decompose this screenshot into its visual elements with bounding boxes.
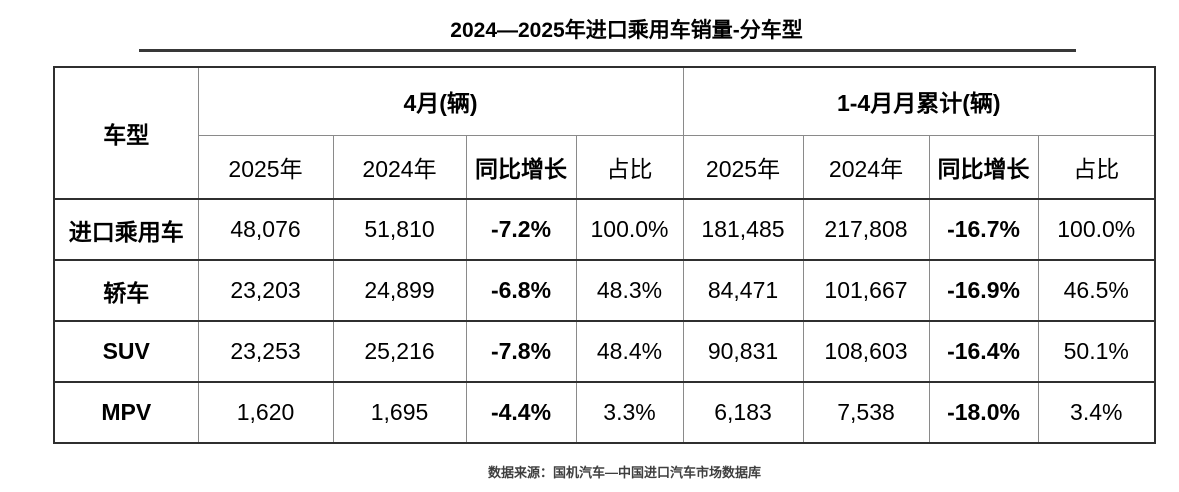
table-cell-yoy: -16.9% [928,259,1039,322]
title-underline [139,49,1076,52]
table-cell-yoy: -18.0% [928,381,1039,444]
table-cell: 100.0% [1037,198,1156,261]
column-group-april: 4月(辆) [197,66,684,136]
table-cell: 50.1% [1037,320,1156,383]
table-cell-yoy: -16.4% [928,320,1039,383]
table-cell: 181,485 [682,198,804,261]
column-group-cumulative: 1-4月月累计(辆) [682,66,1156,136]
row-label: 轿车 [53,259,199,322]
table-cell: 108,603 [802,320,930,383]
table-cell: 51,810 [332,198,467,261]
row-label: MPV [53,381,199,444]
table-cell: 23,253 [197,320,334,383]
column-header-april-share: 占比 [575,134,684,200]
table-cell: 1,695 [332,381,467,444]
table-row-suv: SUV 23,253 25,216 -7.8% 48.4% 90,831 108… [53,320,1156,383]
row-label: SUV [53,320,199,383]
column-header-april-yoy: 同比增长 [465,134,577,200]
table-cell: 48,076 [197,198,334,261]
column-header-april-2025: 2025年 [197,134,334,200]
table-cell: 48.4% [575,320,684,383]
table-cell: 84,471 [682,259,804,322]
table-cell-yoy: -7.8% [465,320,577,383]
table-cell: 48.3% [575,259,684,322]
table-cell: 90,831 [682,320,804,383]
column-header-vehicle-type: 车型 [53,66,199,200]
column-header-cumulative-share: 占比 [1037,134,1156,200]
column-header-cumulative-yoy: 同比增长 [928,134,1039,200]
table-cell: 25,216 [332,320,467,383]
data-source-note: 数据来源：国机汽车—中国进口汽车市场数据库 [487,465,761,480]
column-header-april-2024: 2024年 [332,134,467,200]
table-row-import-passenger-vehicles: 进口乘用车 48,076 51,810 -7.2% 100.0% 181,485… [53,198,1156,261]
table-cell: 24,899 [332,259,467,322]
table-cell-yoy: -6.8% [465,259,577,322]
table-row-sedan: 轿车 23,203 24,899 -6.8% 48.3% 84,471 101,… [53,259,1156,322]
row-label: 进口乘用车 [53,198,199,261]
column-header-cumulative-2025: 2025年 [682,134,804,200]
table-cell: 100.0% [575,198,684,261]
table-header-sub-row: 2025年 2024年 同比增长 占比 2025年 2024年 同比增长 占比 [54,134,1156,200]
table-cell: 7,538 [802,381,930,444]
table-cell: 46.5% [1037,259,1156,322]
page-title: 2024—2025年进口乘用车销量-分车型 [450,19,803,42]
table-cell: 1,620 [197,381,334,444]
table-header-group-row: 车型 4月(辆) 1-4月月累计(辆) [53,66,1156,200]
table-cell: 101,667 [802,259,930,322]
table-cell: 3.3% [575,381,684,444]
table-cell: 217,808 [802,198,930,261]
table-cell: 23,203 [197,259,334,322]
table-row-mpv: MPV 1,620 1,695 -4.4% 3.3% 6,183 7,538 -… [53,381,1156,444]
column-header-cumulative-2024: 2024年 [802,134,930,200]
table-cell: 3.4% [1037,381,1156,444]
import-vehicle-sales-table: 车型 4月(辆) 1-4月月累计(辆) 2025年 2024年 同比增长 占比 … [53,66,1156,444]
table-cell-yoy: -7.2% [465,198,577,261]
table-cell-yoy: -16.7% [928,198,1039,261]
table-cell: 6,183 [682,381,804,444]
table-cell-yoy: -4.4% [465,381,577,444]
